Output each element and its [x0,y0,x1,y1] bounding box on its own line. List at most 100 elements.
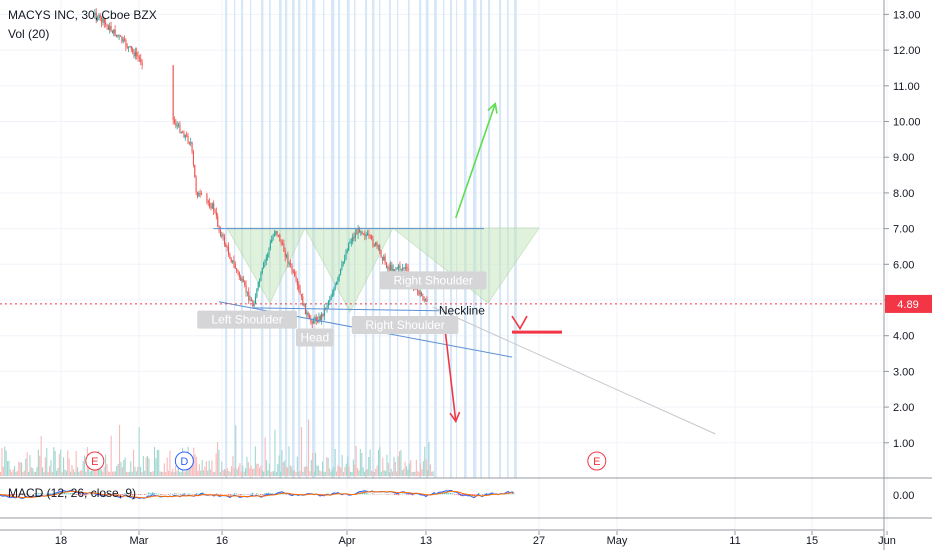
macd-histogram-bar [386,494,388,495]
annotation-right-shoulder[interactable]: Right Shoulder [351,315,459,334]
volume-bar [401,470,403,476]
candle-body [245,285,247,293]
volume-bar [232,455,234,476]
trend-extension-line[interactable] [433,306,716,435]
volume-bar [130,461,132,476]
dividend-event-icon[interactable]: D [174,451,194,471]
volume-bar [345,463,347,476]
candle-body [372,238,374,246]
macd-legend[interactable]: MACD (12, 26, close, 9) [8,486,136,500]
neckline-lower-line[interactable] [252,307,439,312]
volume-bar [18,461,20,476]
volume-bar [359,448,361,476]
volume-bar [289,465,291,476]
bullish-target-line[interactable] [455,103,497,219]
candle-body [178,124,180,126]
volume-bar [200,470,202,476]
candle-body [95,12,97,19]
macd-histogram-bar [390,493,392,495]
volume-bar [271,471,273,476]
candle-body [246,291,248,293]
macd-histogram-bar [72,493,74,495]
annotation-head[interactable]: Head [296,328,334,347]
macd-histogram-bar [42,493,44,495]
macd-histogram-bar [448,493,450,495]
candle-body [425,299,427,301]
volume-bar [235,425,237,476]
volume-bar [382,457,384,476]
candle-body [421,292,423,296]
volume-bar [42,467,44,476]
earnings-event-icon[interactable]: E [587,451,607,471]
time-axis[interactable]: 18 Mar 16 Apr 13 27 May 11 15 Jun [0,529,896,547]
candle-body [184,135,186,138]
volume-bar [350,471,352,476]
candle-body [109,26,111,30]
volume-bar [396,471,398,476]
candle-body [198,193,200,197]
macd-histogram-bar [482,494,484,496]
volume-bar [369,449,371,476]
macd-histogram-bar [132,494,134,496]
macd-histogram-bar [180,494,182,495]
volume-bar [357,467,359,476]
candle-body [288,263,290,265]
annotation-left-shoulder[interactable]: Left Shoulder [197,310,297,329]
candle-body [259,280,261,283]
volume-bar [368,456,370,476]
candle-body [391,265,393,271]
macd-histogram-bar [266,492,268,495]
volume-bar [243,471,245,476]
macd-histogram-bar [148,492,150,495]
annotation-neckline[interactable]: Neckline [439,304,485,318]
volume-bar [170,471,172,476]
candle-body [300,294,302,297]
macd-histogram-bar [402,493,404,495]
session-highlight [389,0,391,478]
event-label: E [91,456,98,468]
candle-body [191,142,193,152]
bearish-target-arrowhead [449,411,461,424]
volume-legend[interactable]: Vol (20) [8,27,49,41]
volume-bar [254,446,256,476]
candle-body [426,299,428,302]
annotation-right-shoulder[interactable]: Right Shoulder [379,271,487,290]
candle-body [398,265,400,269]
volume-bar [263,471,265,476]
time-tick-label: May [607,535,628,547]
symbol-title[interactable]: MACYS INC, 30, Cboe BZX [8,8,157,22]
annotations[interactable]: Left Shoulder Head Right Shoulder Right Sho… [197,271,487,347]
volume-bar [208,460,210,476]
macd-histogram-bar [366,493,368,495]
candle-body [137,56,139,58]
candle-body [103,18,105,23]
volume-bar [46,448,48,476]
macd-histogram-bar [190,493,192,495]
macd-histogram-bar [284,493,286,495]
volume-bar [340,467,342,476]
macd-histogram-bar [156,493,158,495]
macd-histogram-bar [168,494,170,495]
candle-body [180,132,182,134]
candle-body [125,39,127,47]
macd-histogram-bar [238,494,240,495]
volume-bar [228,471,230,476]
volume-bar [168,470,170,476]
annotation-box [379,271,487,290]
earnings-event-icon[interactable]: E [85,451,105,471]
price-axis[interactable]: 13.0012.0011.0010.009.008.007.006.005.00… [884,9,921,450]
annotation-text: Right Shoulder [394,273,473,287]
volume-bar [365,470,367,476]
candle-body [389,265,392,270]
volume-bar [100,469,102,476]
volume-bar [324,471,326,476]
bullish-target-arrowhead [487,102,498,114]
bearish-target-line[interactable] [443,324,457,422]
macd-histogram-bar [14,494,16,496]
candle-body [113,29,115,34]
candle-body [128,46,130,48]
candle-body [387,267,389,269]
annotation-text: Left Shoulder [211,313,282,327]
